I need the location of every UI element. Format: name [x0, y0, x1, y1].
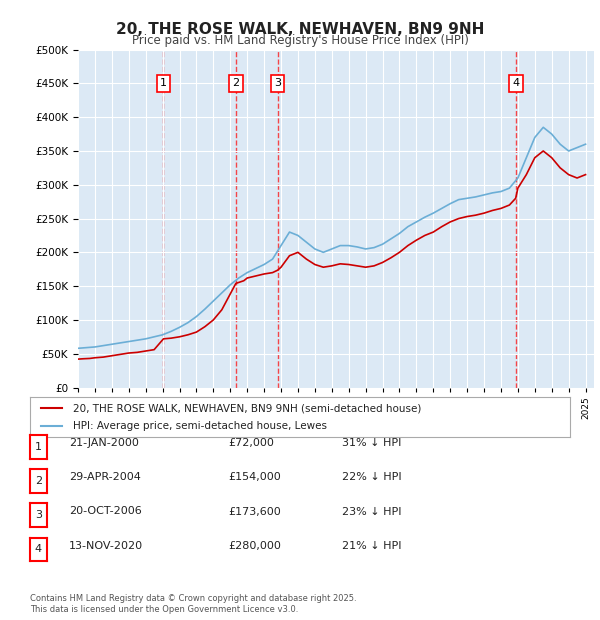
Text: 20, THE ROSE WALK, NEWHAVEN, BN9 9NH (semi-detached house): 20, THE ROSE WALK, NEWHAVEN, BN9 9NH (se…: [73, 403, 422, 413]
Text: 4: 4: [35, 544, 42, 554]
Text: 3: 3: [35, 510, 42, 520]
Text: £72,000: £72,000: [228, 438, 274, 448]
Text: 20-OCT-2006: 20-OCT-2006: [69, 507, 142, 516]
Text: 31% ↓ HPI: 31% ↓ HPI: [342, 438, 401, 448]
Text: 23% ↓ HPI: 23% ↓ HPI: [342, 507, 401, 516]
Text: 1: 1: [160, 78, 167, 89]
Text: Contains HM Land Registry data © Crown copyright and database right 2025.
This d: Contains HM Land Registry data © Crown c…: [30, 595, 356, 614]
Text: 29-APR-2004: 29-APR-2004: [69, 472, 141, 482]
Text: 2: 2: [35, 476, 42, 486]
Text: £173,600: £173,600: [228, 507, 281, 516]
Text: 20, THE ROSE WALK, NEWHAVEN, BN9 9NH: 20, THE ROSE WALK, NEWHAVEN, BN9 9NH: [116, 22, 484, 37]
Text: 21% ↓ HPI: 21% ↓ HPI: [342, 541, 401, 551]
Text: 4: 4: [512, 78, 519, 89]
Text: 21-JAN-2000: 21-JAN-2000: [69, 438, 139, 448]
Text: £280,000: £280,000: [228, 541, 281, 551]
Text: HPI: Average price, semi-detached house, Lewes: HPI: Average price, semi-detached house,…: [73, 421, 327, 431]
Text: £154,000: £154,000: [228, 472, 281, 482]
Text: 2: 2: [232, 78, 239, 89]
Text: 3: 3: [274, 78, 281, 89]
Text: 1: 1: [35, 442, 42, 452]
Text: Price paid vs. HM Land Registry's House Price Index (HPI): Price paid vs. HM Land Registry's House …: [131, 34, 469, 47]
Text: 22% ↓ HPI: 22% ↓ HPI: [342, 472, 401, 482]
Text: 13-NOV-2020: 13-NOV-2020: [69, 541, 143, 551]
